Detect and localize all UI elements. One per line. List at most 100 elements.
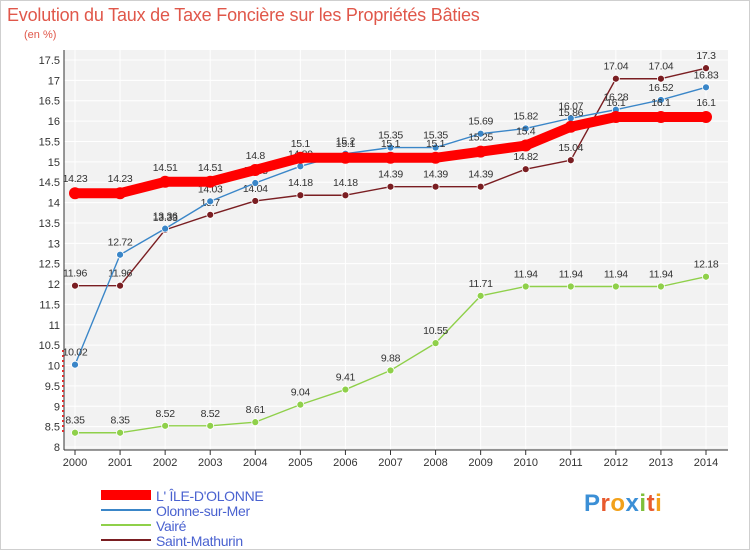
data-label: 11.71 bbox=[469, 278, 493, 290]
x-tick-label: 2005 bbox=[288, 457, 312, 469]
data-point bbox=[431, 339, 440, 348]
y-tick-label: 9.5 bbox=[45, 381, 60, 393]
data-point bbox=[521, 165, 530, 174]
y-tick-label: 9 bbox=[54, 401, 60, 413]
data-label: 12.72 bbox=[108, 237, 133, 249]
y-tick-label: 13.5 bbox=[39, 218, 60, 230]
data-label: 15.04 bbox=[558, 142, 583, 154]
logo-letter: P bbox=[584, 490, 601, 517]
data-point bbox=[519, 139, 532, 152]
data-point bbox=[609, 111, 622, 124]
y-tick-label: 11 bbox=[49, 320, 60, 332]
x-tick-label: 2012 bbox=[604, 457, 628, 469]
data-point bbox=[476, 182, 485, 191]
y-tick-label: 14.5 bbox=[39, 177, 60, 189]
x-tick-label: 2003 bbox=[198, 457, 222, 469]
data-point bbox=[249, 163, 262, 176]
y-tick-label: 16 bbox=[48, 116, 60, 128]
data-label: 14.51 bbox=[198, 162, 223, 174]
data-label: 11.94 bbox=[649, 268, 673, 280]
data-point bbox=[564, 120, 577, 133]
x-tick-label: 2002 bbox=[153, 457, 177, 469]
data-label: 16.1 bbox=[696, 97, 716, 109]
logo-letter: x bbox=[625, 490, 640, 517]
data-point bbox=[116, 281, 124, 290]
data-label: 15.25 bbox=[468, 132, 493, 144]
logo-letter: o bbox=[610, 490, 626, 517]
data-label: 15.4 bbox=[516, 126, 536, 138]
y-tick-label: 17.5 bbox=[39, 55, 60, 67]
data-label: 8.35 bbox=[110, 415, 130, 427]
data-point bbox=[431, 143, 440, 152]
data-point bbox=[161, 224, 170, 233]
plot-area bbox=[64, 50, 728, 450]
data-point bbox=[521, 124, 530, 133]
x-tick-label: 2006 bbox=[333, 457, 357, 469]
data-label: 15.86 bbox=[558, 107, 583, 119]
data-point bbox=[657, 74, 665, 83]
series-vaire: 8.35 8.35 8.52 8.52 8.61 9.04 9.41 9.88 10.55 11.… bbox=[65, 259, 719, 437]
data-point bbox=[384, 151, 397, 164]
data-label: 16.52 bbox=[649, 82, 674, 94]
data-label: 14.39 bbox=[468, 169, 493, 181]
data-point bbox=[474, 145, 487, 158]
y-tick-label: 12.5 bbox=[39, 259, 60, 271]
data-label: 15.1 bbox=[426, 138, 446, 150]
data-label: 15.69 bbox=[468, 116, 493, 128]
legend-label: Vairé bbox=[156, 518, 187, 534]
data-label: 16.28 bbox=[603, 92, 628, 104]
data-label: 16.1 bbox=[606, 97, 626, 109]
legend-label: Olonne-sur-Mer bbox=[156, 503, 250, 519]
data-point bbox=[69, 187, 81, 200]
data-label: 14.18 bbox=[288, 177, 313, 189]
data-point bbox=[251, 418, 260, 427]
data-label: 15.2 bbox=[336, 136, 356, 148]
x-tick-label: 2008 bbox=[423, 457, 447, 469]
data-label: 16.1 bbox=[651, 97, 671, 109]
data-point bbox=[700, 111, 712, 124]
data-point bbox=[116, 428, 124, 437]
data-label: 10.55 bbox=[423, 325, 448, 337]
data-point bbox=[702, 64, 710, 73]
y-tick-label: 15 bbox=[48, 157, 60, 169]
data-point bbox=[206, 421, 215, 430]
data-label: 14.8 bbox=[246, 150, 266, 162]
data-point bbox=[296, 191, 305, 200]
data-point bbox=[114, 187, 127, 200]
series-main-commune: 14.23 14.23 14.51 14.51 14.8 15.1 15.1 15.1 15.1… bbox=[63, 97, 716, 200]
data-label: 14.23 bbox=[63, 173, 88, 185]
data-label: 17.04 bbox=[649, 61, 674, 73]
data-point bbox=[429, 151, 442, 164]
proxiti-logo: Proxiti bbox=[584, 490, 662, 518]
x-tick-label: 2001 bbox=[108, 457, 132, 469]
data-label: 14.51 bbox=[153, 162, 178, 174]
legend: L' ÎLE-D'OLONNEOlonne-sur-MerVairéSaint-… bbox=[101, 488, 264, 549]
data-point bbox=[251, 197, 260, 205]
y-tick-label: 8.5 bbox=[45, 422, 60, 434]
data-label: 15.82 bbox=[513, 110, 538, 122]
logo-letter: r bbox=[600, 490, 611, 517]
legend-label: Saint-Mathurin bbox=[156, 533, 243, 549]
data-label: 13.36 bbox=[153, 211, 178, 223]
data-point bbox=[476, 291, 485, 300]
data-label: 8.35 bbox=[65, 415, 85, 427]
x-tick-label: 2000 bbox=[63, 457, 87, 469]
chart-title: Evolution du Taux de Taxe Foncière sur l… bbox=[7, 5, 480, 25]
data-label: 15.1 bbox=[381, 138, 401, 150]
data-point bbox=[611, 74, 620, 83]
data-point bbox=[161, 421, 170, 430]
data-point bbox=[386, 182, 395, 191]
data-point bbox=[566, 282, 575, 291]
data-label: 8.52 bbox=[156, 408, 176, 420]
data-label: 8.61 bbox=[246, 404, 266, 416]
logo-letter: i bbox=[655, 490, 663, 517]
y-tick-label: 14 bbox=[48, 198, 60, 210]
data-label: 11.94 bbox=[559, 268, 583, 280]
data-point bbox=[159, 175, 172, 188]
data-point bbox=[386, 143, 395, 152]
series-saint-mathurin: 11.9611.9613.3313.714.0414.1814.1814.391… bbox=[63, 50, 716, 290]
data-label: 16.83 bbox=[694, 69, 719, 81]
data-point bbox=[611, 282, 620, 291]
y-tick-label: 12 bbox=[48, 279, 60, 291]
